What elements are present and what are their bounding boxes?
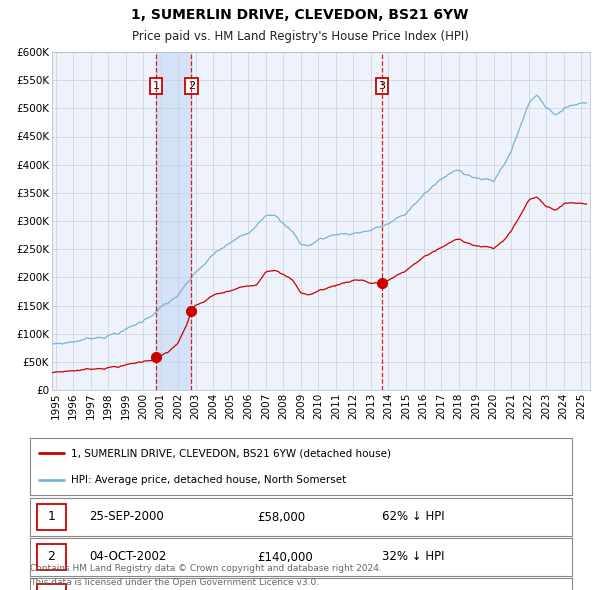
Text: 1, SUMERLIN DRIVE, CLEVEDON, BS21 6YW (detached house): 1, SUMERLIN DRIVE, CLEVEDON, BS21 6YW (d…	[71, 448, 391, 458]
Text: 1: 1	[47, 510, 55, 523]
Text: 25-SEP-2000: 25-SEP-2000	[89, 510, 164, 523]
Text: 04-OCT-2002: 04-OCT-2002	[89, 550, 167, 563]
FancyBboxPatch shape	[37, 504, 67, 530]
Bar	[156, 52, 191, 390]
FancyBboxPatch shape	[37, 544, 67, 570]
Text: 62% ↓ HPI: 62% ↓ HPI	[382, 510, 445, 523]
Text: 3: 3	[379, 81, 385, 91]
Text: This data is licensed under the Open Government Licence v3.0.: This data is licensed under the Open Gov…	[30, 578, 319, 587]
Text: £58,000: £58,000	[257, 510, 306, 523]
Text: 2: 2	[188, 81, 195, 91]
FancyBboxPatch shape	[37, 584, 67, 590]
Text: 2: 2	[47, 550, 55, 563]
Text: £140,000: £140,000	[257, 550, 313, 563]
Text: HPI: Average price, detached house, North Somerset: HPI: Average price, detached house, Nort…	[71, 474, 346, 484]
Text: 1: 1	[152, 81, 160, 91]
Text: Contains HM Land Registry data © Crown copyright and database right 2024.: Contains HM Land Registry data © Crown c…	[30, 564, 382, 573]
Text: 1, SUMERLIN DRIVE, CLEVEDON, BS21 6YW: 1, SUMERLIN DRIVE, CLEVEDON, BS21 6YW	[131, 8, 469, 22]
Text: 32% ↓ HPI: 32% ↓ HPI	[382, 550, 445, 563]
Text: Price paid vs. HM Land Registry's House Price Index (HPI): Price paid vs. HM Land Registry's House …	[131, 30, 469, 43]
